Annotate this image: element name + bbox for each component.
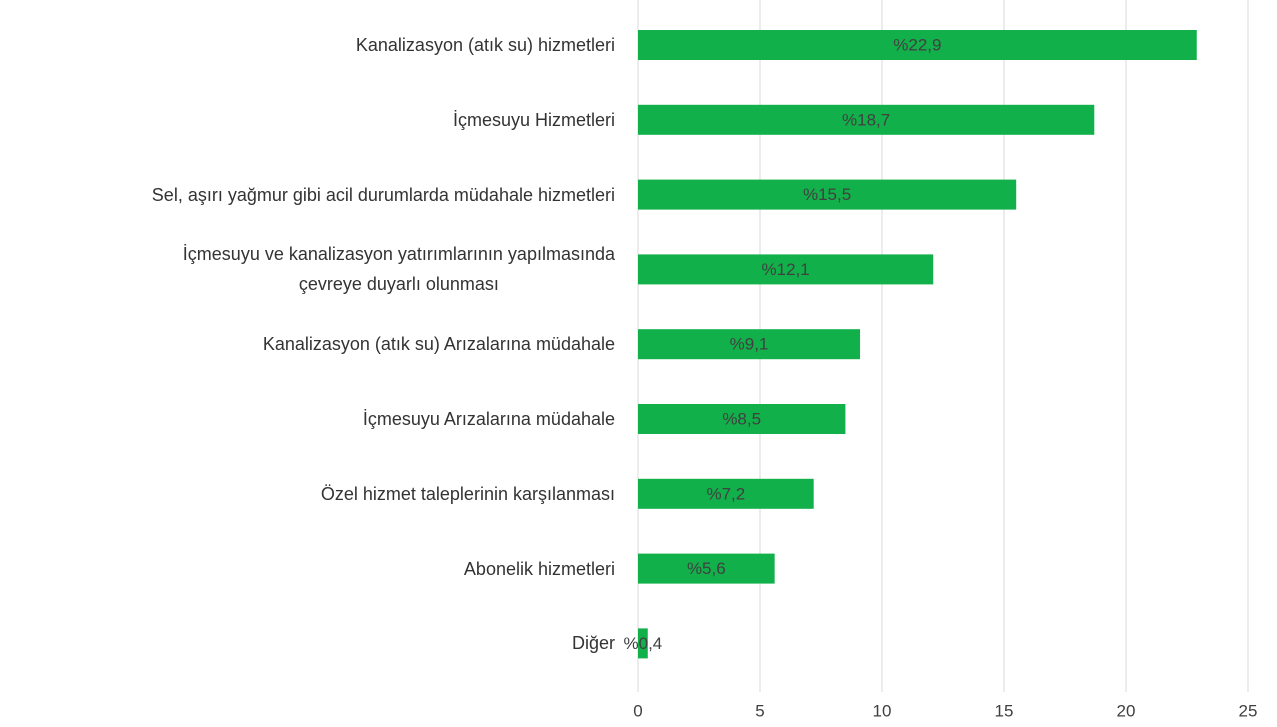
data-label: %8,5	[722, 409, 761, 428]
category-label: Diğer	[571, 633, 615, 654]
data-label: %5,6	[687, 559, 726, 578]
x-tick-label: 20	[1117, 701, 1136, 720]
category-label: Kanalizasyon (atık su) Arızalarına müdah…	[262, 334, 615, 355]
data-label: %15,5	[803, 185, 851, 204]
bar	[638, 179, 1017, 210]
bar	[638, 404, 846, 434]
data-label: %12,1	[762, 260, 810, 279]
bar	[638, 478, 814, 509]
bar	[638, 628, 648, 659]
bar	[638, 329, 861, 360]
data-label: %7,2	[706, 484, 745, 503]
category-label: Özel hizmet taleplerinin karşılanması	[320, 483, 615, 504]
category-label: İçmesuyu ve kanalizasyon yatırımlarının …	[182, 244, 615, 295]
x-tick-label: 5	[755, 701, 764, 720]
data-label: %22,9	[893, 35, 941, 54]
bar	[638, 104, 1095, 135]
category-label: Sel, aşırı yağmur gibi acil durumlarda m…	[151, 184, 615, 205]
x-tick-label: 0	[633, 701, 642, 720]
x-tick-label: 15	[995, 701, 1014, 720]
x-tick-label: 25	[1239, 701, 1258, 720]
category-label: Kanalizasyon (atık su) hizmetleri	[355, 35, 615, 55]
data-label: %9,1	[730, 335, 769, 354]
category-label: İçmesuyu Arızalarına müdahale	[362, 409, 615, 429]
bar	[638, 553, 775, 584]
data-label: %18,7	[842, 110, 890, 129]
category-label: Abonelik hizmetleri	[463, 558, 615, 579]
bar	[638, 254, 934, 285]
category-label: İçmesuyu Hizmetleri	[452, 109, 615, 130]
data-label: %0,4	[624, 634, 663, 653]
bar	[638, 30, 1197, 60]
x-tick-label: 10	[873, 701, 892, 720]
